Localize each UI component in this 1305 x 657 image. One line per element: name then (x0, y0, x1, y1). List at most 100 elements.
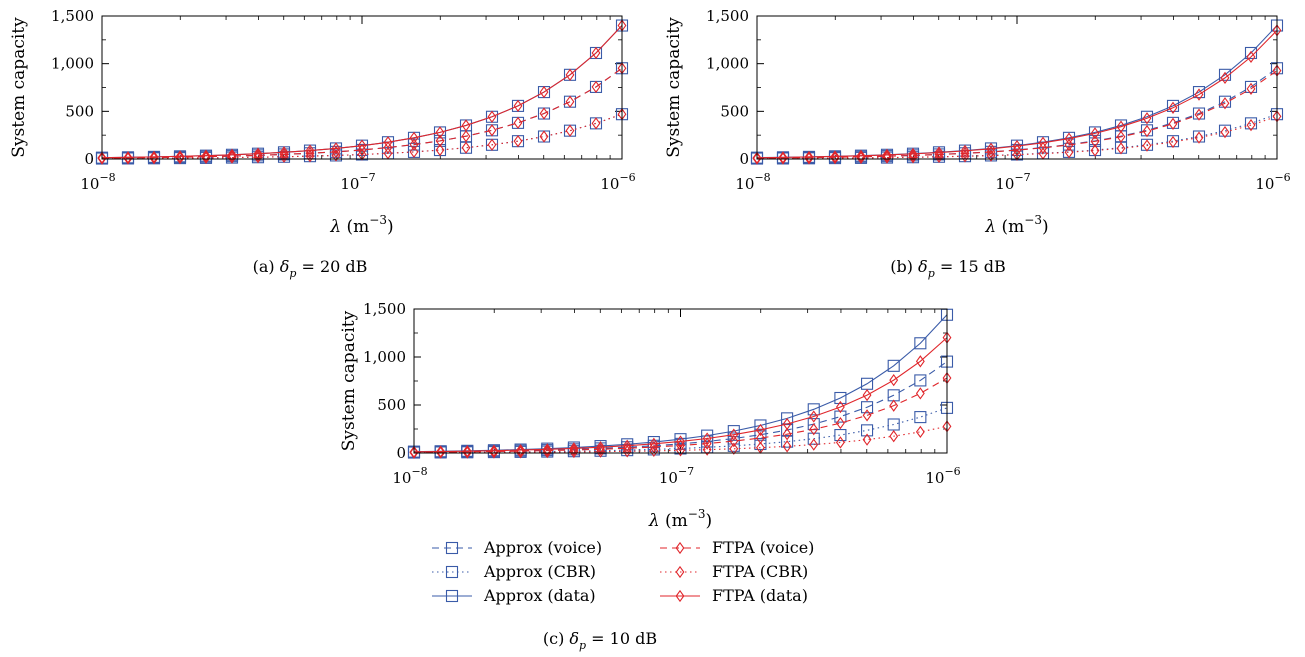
data-point (860, 401, 874, 414)
data-point (960, 144, 970, 158)
chart-panel-b: 10−8 10−7 10−6 0 500 1,000 1,500 System capacit… (664, 7, 1291, 280)
data-point (1192, 86, 1206, 99)
series-line (756, 25, 1278, 159)
data-point (622, 439, 632, 452)
data-point (435, 134, 445, 148)
series-line (756, 70, 1278, 159)
data-point (305, 144, 315, 157)
series-ftpa-voice (97, 62, 627, 165)
data-point (565, 68, 575, 81)
data-point (862, 409, 872, 422)
data-point (676, 444, 685, 457)
data-point (409, 138, 419, 151)
data-point (835, 417, 845, 430)
series-approx-voice (407, 355, 954, 459)
data-point (227, 148, 237, 161)
data-point (674, 442, 687, 455)
data-point (889, 373, 899, 387)
y-tick-label: 0 (739, 150, 749, 168)
data-point (1166, 99, 1180, 112)
series-ftpa-data (409, 331, 952, 458)
data-point (782, 440, 792, 453)
data-point (436, 446, 446, 459)
data-point (915, 425, 925, 439)
data-point (383, 141, 393, 154)
series-line (413, 337, 948, 453)
data-point (461, 141, 471, 154)
data-point (729, 434, 739, 448)
legend-marker (445, 589, 459, 603)
data-point (539, 107, 549, 120)
data-point (461, 130, 471, 143)
data-point (649, 444, 659, 458)
panel-caption: (b) δp = 15 dB (890, 257, 1006, 280)
x-tick-label: 10−6 (925, 465, 960, 487)
data-point (1064, 138, 1074, 152)
data-point (1142, 124, 1152, 138)
legend-label: FTPA (data) (712, 586, 808, 605)
data-point (807, 432, 820, 445)
data-point (882, 148, 892, 162)
data-point (487, 138, 497, 151)
x-tick-label: 10−7 (340, 171, 375, 193)
data-point (591, 117, 601, 130)
data-point (123, 152, 133, 165)
data-point (436, 445, 446, 458)
y-tick-label: 1,000 (706, 55, 749, 73)
data-point (1142, 139, 1152, 152)
series-line (413, 407, 948, 454)
data-point (1244, 46, 1258, 60)
data-point (860, 424, 874, 437)
data-point (591, 46, 601, 60)
data-point (1090, 127, 1100, 140)
data-point (513, 116, 523, 130)
data-point (1194, 131, 1204, 144)
legend-marker (675, 589, 685, 603)
data-point (1244, 80, 1258, 93)
data-point (914, 374, 927, 387)
data-point (914, 337, 927, 350)
data-point (1168, 135, 1178, 149)
data-point (986, 149, 996, 162)
legend-label: FTPA (voice) (712, 538, 814, 557)
data-point (782, 417, 792, 431)
data-point (201, 150, 211, 163)
data-point (729, 428, 739, 441)
data-point (513, 99, 523, 113)
data-point (305, 150, 315, 163)
data-point (516, 444, 526, 458)
data-point (778, 152, 788, 165)
series-approx-data (407, 308, 954, 458)
y-tick-label: 1,000 (51, 55, 94, 73)
data-point (647, 436, 660, 449)
series-line (101, 25, 623, 159)
legend-item: Approx (voice) (432, 538, 602, 557)
data-point (1038, 136, 1048, 149)
data-point (856, 150, 866, 163)
data-point (1064, 132, 1074, 145)
y-axis-label: System capacity (664, 17, 684, 158)
data-point (279, 146, 289, 159)
data-point (539, 130, 549, 143)
data-point (1090, 144, 1100, 157)
data-point (123, 151, 133, 164)
legend-label: Approx (data) (483, 586, 596, 605)
legend-item: FTPA (data) (660, 586, 808, 605)
data-point (461, 119, 471, 132)
data-point (701, 429, 714, 442)
data-point (914, 411, 927, 424)
data-point (1194, 108, 1204, 121)
data-point (331, 149, 341, 162)
data-point (835, 400, 845, 414)
series-ftpa-data (752, 24, 1282, 164)
data-point (887, 359, 900, 372)
data-point (778, 151, 788, 164)
panel-caption: (c) δp = 10 dB (543, 629, 657, 652)
x-tick-label: 10−6 (1255, 171, 1290, 193)
data-point (915, 387, 925, 400)
legend-label: FTPA (CBR) (712, 562, 808, 581)
data-point (754, 437, 767, 451)
data-point (435, 126, 445, 139)
data-point (1140, 110, 1154, 123)
data-point (889, 399, 899, 412)
